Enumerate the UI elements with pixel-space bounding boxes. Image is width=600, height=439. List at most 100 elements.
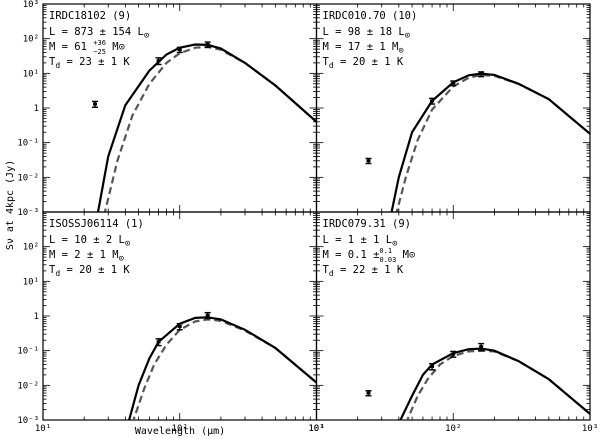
panel-title: IRDC079.31 (9) [323,218,412,230]
panel-param-line: L = 1 ± 1 L⊙ [323,234,398,249]
y-tick-label: 10⁻³ [17,208,39,218]
y-tick-label: 10² [23,243,39,253]
param-prefix: L = [323,26,348,38]
data-point [204,311,211,320]
param-subscript: d [329,61,334,70]
y-tick-label: 1 [34,312,39,322]
data-point [450,350,457,358]
model-dashed-line [132,318,317,420]
y-tick-label: 10⁻¹ [17,139,39,149]
panel-param-line: Td = 20 ± 1 K [49,264,130,278]
panel-title: ISOSSJ06114 (1) [49,218,144,230]
x-tick-label: 10¹ [35,424,51,434]
param-unit: ⊙ [405,31,410,41]
param-value: = 20 ± 1 K [60,264,130,276]
model-solid-line [96,43,317,212]
y-tick-label: 10⁻³ [17,416,39,426]
point-marker [366,391,371,395]
param-value: 61 [74,41,93,53]
y-axis-label: Sν at 4kpc (Jy) [5,160,16,250]
panel-plot [91,41,317,212]
y-tick-label: 10¹ [23,277,39,287]
y-tick-label: 10⁻² [17,381,39,391]
panel-param-line: M = 0.1 ±0.1 0.03 M⊙ [323,247,416,264]
panel-param-line: L = 10 ± 2 L⊙ [49,234,130,249]
y-tick-label: 10⁻² [17,173,39,183]
param-prefix: M = [323,249,348,261]
param-value: 98 ± 18 L [348,26,405,38]
y-tick-label: 1 [34,104,39,114]
param-value: = 22 ± 1 K [334,264,404,276]
panel-param-line: Td = 20 ± 1 K [323,56,404,70]
y-tick-label: 10³ [23,0,39,10]
x-tick-label: 10² [445,424,461,434]
point-marker [156,340,161,344]
panel-param-line: L = 98 ± 18 L⊙ [323,26,411,41]
point-marker [156,59,161,63]
x-tick-label: 10³ [308,424,324,434]
data-point [450,80,457,87]
param-prefix: L = [49,26,74,38]
panel-param-line: M = 17 ± 1 M⊙ [323,41,404,56]
data-point [429,97,436,105]
panel-param-line: M = 61 +36 −25 M⊙ [49,39,125,56]
param-value: 0.1 ± [348,249,380,261]
param-prefix: T [49,56,56,68]
data-point [176,46,183,54]
panels: IRDC18102 (9)L = 873 ± 154 L⊙M = 61 +36−… [42,3,591,421]
param-subscript: d [329,269,334,278]
param-value: = 23 ± 1 K [60,56,130,68]
x-tick-label: 10³ [582,424,598,434]
model-solid-line [127,316,317,420]
param-prefix: L = [323,234,348,246]
point-marker [205,313,210,317]
data-point [91,100,98,108]
y-tick-label: 10¹ [23,69,39,79]
y-tick-labels: 10⁻³ 10⁻² 10⁻¹ 1 10¹ 10² 10³ 10⁻³ 10⁻² 10⁻¹ 1 10¹ 10… [17,0,39,426]
param-prefix: T [49,264,56,276]
data-point [478,342,485,352]
data-point [155,338,162,347]
param-unit: ⊙ [125,239,130,249]
data-point [365,390,372,397]
y-tick-label: 10⁻¹ [17,347,39,357]
panel-plot [365,342,590,420]
data-point [155,57,162,66]
param-value: 17 ± 1 M [348,41,399,53]
data-point [478,71,485,78]
model-dashed-line [395,73,590,212]
panel-param-line: L = 873 ± 154 L⊙ [49,26,149,41]
point-marker [366,159,371,163]
param-sub: −25 [93,48,106,56]
param-prefix: M = [323,41,348,53]
param-unit: ⊙ [119,254,124,264]
point-marker [177,324,182,328]
panel-param-line: Td = 23 ± 1 K [49,56,130,70]
panel-param-line: M = 2 ± 1 M⊙ [49,249,124,264]
param-unit: ⊙ [398,46,403,56]
param-unit: ⊙ [392,239,397,249]
panel-ticks [42,211,317,421]
point-marker [451,352,456,356]
param-value: 10 ± 2 L [74,234,125,246]
param-unit: M⊙ [396,249,415,261]
point-marker [177,48,182,52]
param-value: 873 ± 154 L [74,26,144,38]
data-point [204,41,211,49]
data-point [365,157,372,165]
data-point [429,363,436,371]
param-prefix: T [323,56,330,68]
param-unit: M⊙ [106,41,125,53]
param-subscript: d [55,269,60,278]
panel-1: IRDC18102 (9)L = 873 ± 154 L⊙M = 61 +36−… [42,3,318,213]
param-value: = 20 ± 1 K [334,56,404,68]
point-marker [92,102,97,106]
x-tick-label: 10² [172,424,188,434]
point-marker [451,81,456,85]
panel-plot [365,71,590,212]
panel-3: ISOSSJ06114 (1) L = 10 ± 2 L⊙M = 2 ± 1 M⊙… [42,211,318,421]
model-dashed-line [103,45,317,212]
model-solid-line [390,72,590,212]
point-marker [430,364,435,368]
